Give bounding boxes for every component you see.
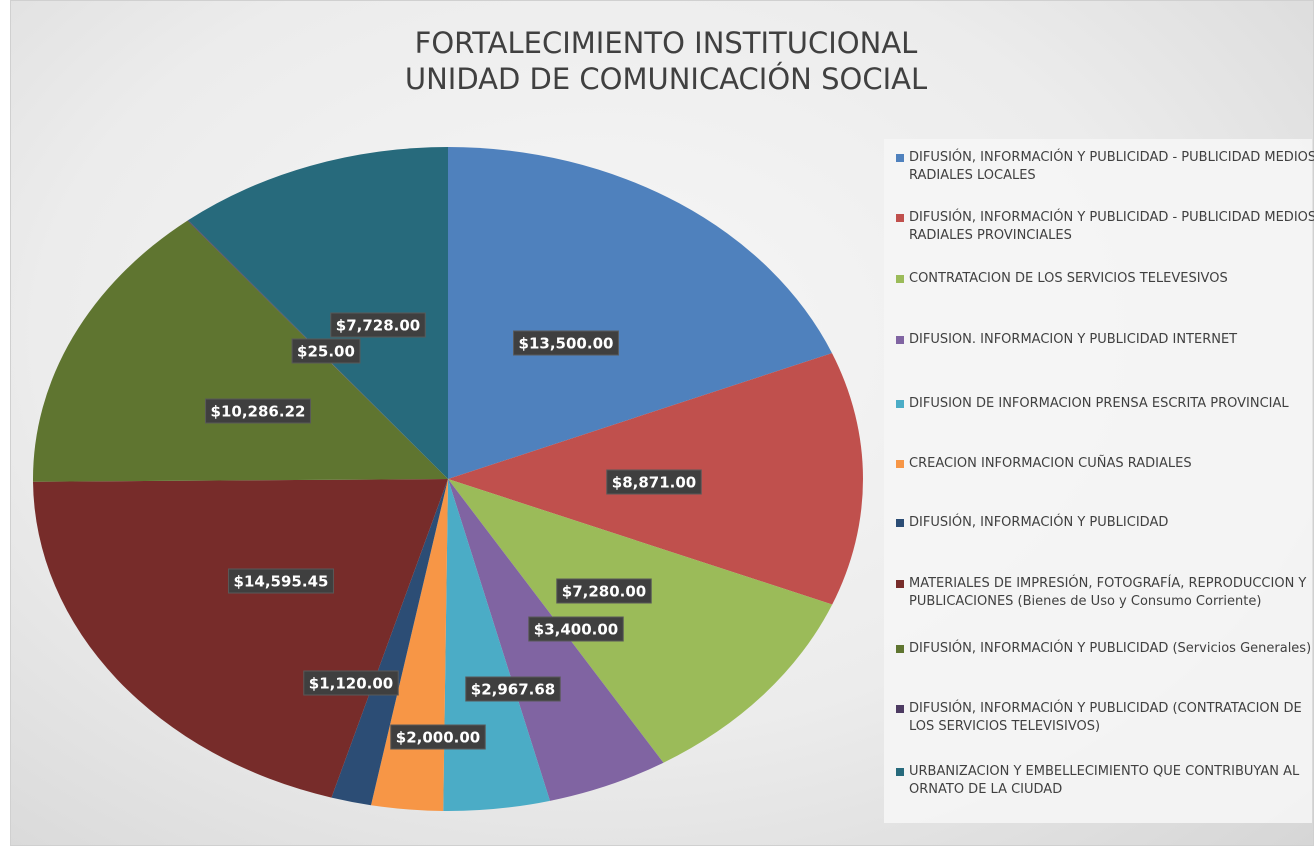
legend-label: DIFUSION DE INFORMACION PRENSA ESCRITA P… [909, 396, 1289, 411]
legend-item: DIFUSIÓN, INFORMACIÓN Y PUBLICIDAD [896, 514, 1314, 532]
pie-slice [33, 220, 448, 482]
legend-item: DIFUSION DE INFORMACION PRENSA ESCRITA P… [896, 395, 1314, 413]
data-label: $2,000.00 [396, 729, 480, 747]
pie-slice [448, 479, 833, 763]
data-label-box [303, 670, 399, 696]
legend-swatch [896, 275, 904, 283]
legend-swatch [896, 580, 904, 588]
chart: FORTALECIMIENTO INSTITUCIONAL UNIDAD DE … [33, 26, 927, 811]
legend-label: MATERIALES DE IMPRESIÓN, FOTOGRAFÍA, REP… [909, 576, 1307, 609]
legend-swatch [896, 400, 904, 408]
pie-slice [448, 147, 832, 479]
data-label-box [390, 724, 486, 750]
data-label-box [291, 338, 361, 364]
legend-item: MATERIALES DE IMPRESIÓN, FOTOGRAFÍA, REP… [896, 575, 1314, 611]
legend-item: DIFUSIÓN, INFORMACIÓN Y PUBLICIDAD (CONT… [896, 700, 1314, 736]
data-label-box [528, 616, 624, 642]
legend-label: DIFUSIÓN, INFORMACIÓN Y PUBLICIDAD (CONT… [909, 701, 1302, 734]
legend-item: DIFUSIÓN, INFORMACIÓN Y PUBLICIDAD - PUB… [896, 149, 1314, 185]
data-label: $1,120.00 [309, 675, 393, 693]
legend-swatch [896, 336, 904, 344]
data-label-group: $1,120.00 [303, 670, 399, 696]
data-label: $8,871.00 [612, 474, 696, 492]
pie-slice [33, 479, 448, 798]
legend-label: DIFUSIÓN, INFORMACIÓN Y PUBLICIDAD - PUB… [909, 150, 1314, 183]
legend-swatch [896, 705, 904, 713]
legend-item: DIFUSIÓN, INFORMACIÓN Y PUBLICIDAD - PUB… [896, 209, 1314, 245]
legend-item: CREACION INFORMACION CUÑAS RADIALES [896, 455, 1314, 473]
pie-slice [188, 147, 448, 479]
data-label-box [556, 578, 652, 604]
legend-label: DIFUSIÓN, INFORMACIÓN Y PUBLICIDAD [909, 515, 1169, 530]
legend-item: CONTRATACION DE LOS SERVICIOS TELEVESIVO… [896, 270, 1314, 288]
legend-label: CONTRATACION DE LOS SERVICIOS TELEVESIVO… [909, 271, 1228, 286]
data-label: $3,400.00 [534, 621, 618, 639]
chart-frame: FORTALECIMIENTO INSTITUCIONAL UNIDAD DE … [10, 0, 1314, 846]
data-label-box [228, 568, 334, 594]
chart-title: UNIDAD DE COMUNICACIÓN SOCIAL [405, 62, 927, 96]
data-label-group: $14,595.45 [228, 568, 334, 594]
data-label: $14,595.45 [234, 573, 329, 591]
data-label-box [205, 398, 311, 424]
data-label-group: $3,400.00 [528, 616, 624, 642]
data-label-box [330, 312, 426, 338]
data-label-group: $25.00 [291, 338, 361, 364]
data-label: $7,728.00 [336, 317, 420, 335]
legend-item: DIFUSION. INFORMACION Y PUBLICIDAD INTER… [896, 331, 1314, 349]
legend-swatch [896, 519, 904, 527]
data-label: $7,280.00 [562, 583, 646, 601]
legend-swatch [896, 154, 904, 162]
legend-swatch [896, 768, 904, 776]
data-label-box [606, 469, 702, 495]
data-label-group: $13,500.00 [513, 330, 619, 356]
data-label-group: $2,967.68 [465, 676, 561, 702]
legend-item: URBANIZACION Y EMBELLECIMIENTO QUE CONTR… [896, 763, 1314, 799]
chart-title: FORTALECIMIENTO INSTITUCIONAL [415, 26, 918, 60]
data-label-group: $7,728.00 [330, 312, 426, 338]
data-label-group: $8,871.00 [606, 469, 702, 495]
pie-slice [331, 479, 448, 806]
data-label-box [465, 676, 561, 702]
data-label-group: $10,286.22 [205, 398, 311, 424]
legend-label: DIFUSIÓN, INFORMACIÓN Y PUBLICIDAD (Serv… [909, 641, 1312, 656]
legend-swatch [896, 460, 904, 468]
data-label-group: $7,280.00 [556, 578, 652, 604]
data-label-group: $2,000.00 [390, 724, 486, 750]
data-label: $25.00 [297, 343, 355, 361]
legend-label: DIFUSIÓN, INFORMACIÓN Y PUBLICIDAD - PUB… [909, 210, 1314, 243]
legend-item: DIFUSIÓN, INFORMACIÓN Y PUBLICIDAD (Serv… [896, 640, 1314, 658]
data-label: $10,286.22 [211, 403, 306, 421]
data-label-box [513, 330, 619, 356]
data-label: $13,500.00 [519, 335, 614, 353]
legend-label: CREACION INFORMACION CUÑAS RADIALES [909, 456, 1192, 471]
legend-label: URBANIZACION Y EMBELLECIMIENTO QUE CONTR… [909, 764, 1300, 797]
legend-swatch [896, 645, 904, 653]
legend-swatch [896, 214, 904, 222]
legend: DIFUSIÓN, INFORMACIÓN Y PUBLICIDAD - PUB… [884, 139, 1314, 823]
data-label: $2,967.68 [471, 681, 555, 699]
legend-label: DIFUSION. INFORMACION Y PUBLICIDAD INTER… [909, 332, 1238, 347]
